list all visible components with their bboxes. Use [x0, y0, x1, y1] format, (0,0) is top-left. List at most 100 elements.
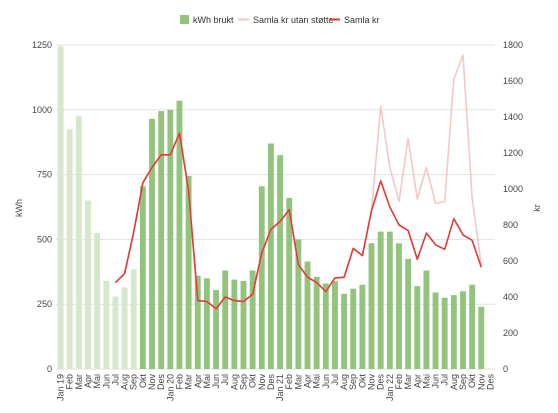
x-tick-label: Jan 19	[56, 374, 66, 401]
x-tick-label: Aug	[449, 374, 459, 390]
bar	[75, 116, 82, 369]
bar	[322, 283, 329, 369]
legend-swatch-kwh	[180, 15, 189, 24]
left-tick-label: 750	[37, 170, 52, 180]
right-tick-label: 1800	[503, 40, 523, 50]
left-tick-label: 1250	[32, 40, 52, 50]
left-tick-label: 1000	[32, 105, 52, 115]
bar	[359, 284, 366, 369]
right-tick-label: 600	[503, 256, 518, 266]
right-tick-label: 200	[503, 328, 518, 338]
x-tick-label: Mai	[92, 374, 102, 389]
bar	[194, 275, 201, 369]
x-tick-label: Mai	[421, 374, 431, 389]
right-tick-label: 800	[503, 220, 518, 230]
bar	[313, 276, 320, 369]
line-series	[114, 54, 483, 310]
bar	[460, 291, 466, 369]
bar	[167, 109, 174, 370]
x-tick-label: Des	[266, 374, 276, 391]
right-tick-label: 1200	[503, 148, 523, 158]
x-tick-label: Sep	[348, 374, 358, 390]
x-tick-label: Feb	[394, 374, 404, 390]
bar	[377, 231, 384, 369]
bar	[277, 155, 283, 369]
bar	[396, 243, 402, 369]
x-tick-label: Aug	[120, 374, 130, 390]
bar-series	[57, 46, 485, 370]
x-tick-label: Sep	[129, 374, 139, 390]
right-axis-title: kr	[532, 204, 542, 212]
bar	[149, 118, 155, 369]
bar	[121, 287, 128, 369]
x-tick-label: Jan 22	[385, 374, 395, 401]
bar	[57, 46, 64, 370]
x-tick-label: Mai	[312, 374, 322, 389]
line-kr	[114, 132, 483, 310]
bar	[432, 292, 439, 369]
legend-label-kr: Samla kr	[344, 15, 380, 25]
bar	[185, 175, 192, 369]
left-tick-label: 0	[47, 364, 52, 374]
x-tick-label: Jun	[211, 374, 221, 389]
x-tick-label: Jan 21	[275, 374, 285, 401]
x-tick-label: Aug	[339, 374, 349, 390]
x-tick-label: Jan 20	[165, 374, 175, 401]
right-tick-label: 0	[503, 364, 508, 374]
right-tick-label: 1400	[503, 112, 523, 122]
bar	[350, 288, 357, 369]
x-tick-label: Nov	[367, 374, 377, 391]
bar	[304, 261, 311, 369]
bar	[295, 239, 302, 369]
x-tick-label: Sep	[239, 374, 249, 390]
x-tick-label: Mar	[403, 374, 413, 390]
bar	[130, 269, 137, 369]
x-tick-label: Jun	[101, 374, 111, 389]
bar	[332, 280, 338, 369]
x-tick-label: Okt	[357, 374, 367, 389]
bar	[213, 289, 219, 369]
bar	[94, 232, 101, 369]
bar	[158, 111, 165, 369]
x-tick-label: Feb	[175, 374, 185, 390]
bar	[414, 286, 421, 369]
bar	[66, 129, 73, 369]
bar	[203, 278, 210, 369]
x-tick-label: Aug	[229, 374, 239, 390]
left-tick-label: 500	[37, 234, 52, 244]
bar	[112, 296, 119, 369]
right-tick-label: 400	[503, 292, 518, 302]
x-tick-label: Jun	[321, 374, 331, 389]
legend-item-kwh[interactable]: kWh brukt	[180, 15, 234, 25]
bar	[478, 306, 485, 369]
x-tick-label: Nov	[257, 374, 267, 391]
x-tick-label: Apr	[303, 374, 313, 388]
x-tick-label: Apr	[193, 374, 203, 388]
legend-item-kr[interactable]: Samla kr	[329, 15, 380, 25]
x-tick-label: Okt	[138, 374, 148, 389]
x-tick-label: Okt	[467, 374, 477, 389]
left-axis-title: kWh	[14, 199, 24, 217]
bar	[423, 270, 430, 369]
bar	[222, 270, 229, 369]
x-tick-label: Des	[485, 374, 495, 391]
legend-label-kwh: kWh brukt	[193, 15, 234, 25]
bar	[103, 280, 110, 369]
legend-label-kr-uten-stotte: Samla kr utan støtte	[253, 15, 334, 25]
x-tick-label: Nov	[147, 374, 157, 391]
left-tick-label: 250	[37, 299, 52, 309]
bar	[249, 270, 256, 369]
legend-item-kr-uten-stotte[interactable]: Samla kr utan støtte	[238, 15, 334, 25]
bar	[386, 231, 393, 369]
legend: kWh brukt Samla kr utan støtte Samla kr	[180, 15, 380, 25]
x-tick-label: Des	[156, 374, 166, 391]
right-axis-ticks: 0 200 400 600 800 1000 1200 1400 1600 1800	[503, 40, 523, 374]
x-tick-label: Nov	[476, 374, 486, 391]
bar	[286, 197, 293, 369]
x-tick-label: Mar	[184, 374, 194, 390]
bar	[85, 200, 91, 369]
x-tick-label: Mai	[202, 374, 212, 389]
bar	[139, 186, 146, 369]
bar	[176, 100, 183, 369]
x-tick-label: Okt	[248, 374, 258, 389]
